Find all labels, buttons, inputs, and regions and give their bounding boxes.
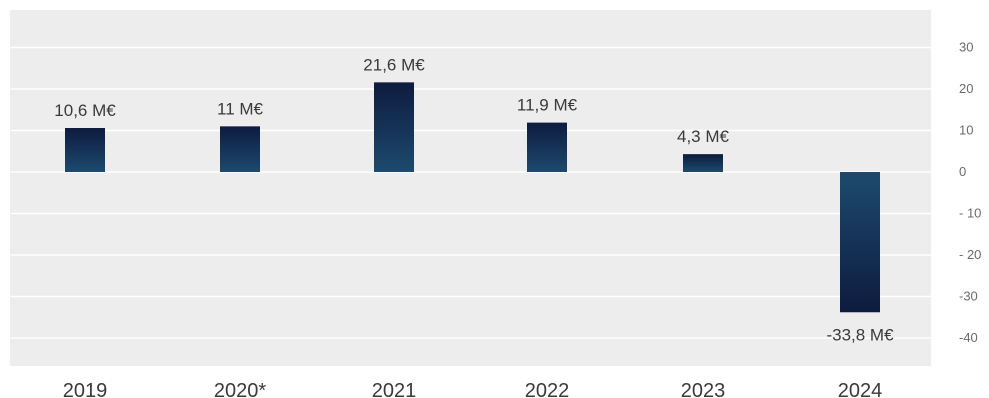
x-category-label: 2022 (525, 380, 570, 398)
y-tick-label: - 10 (959, 206, 981, 221)
y-tick-label: 0 (959, 164, 966, 179)
data-label: 11,9 M€ (517, 96, 578, 115)
bar-2019 (65, 128, 105, 172)
x-axis-categories: 2019 2020* 2021 2022 2023 2024 (63, 380, 883, 398)
bars (65, 82, 880, 313)
data-label: 10,6 M€ (54, 101, 116, 120)
bar-2022 (527, 122, 567, 172)
y-tick-label: -40 (959, 330, 978, 345)
x-category-label: 2020* (214, 380, 266, 398)
x-category-label: 2024 (838, 380, 883, 398)
data-label: 21,6 M€ (363, 55, 425, 74)
y-tick-label: - 20 (959, 247, 981, 262)
data-label: 4,3 M€ (677, 127, 730, 146)
data-labels: 10,6 M€ 11 M€ 21,6 M€ 11,9 M€ 4,3 M€ -33,8 M€ (54, 55, 894, 344)
plot-background (10, 10, 931, 366)
data-label: 11 M€ (217, 99, 264, 118)
data-label: -33,8 M€ (826, 325, 894, 344)
y-tick-label: 30 (959, 40, 973, 55)
x-category-label: 2019 (63, 380, 108, 398)
y-tick-label: -30 (959, 289, 978, 304)
bar-2020* (220, 126, 260, 172)
y-axis-ticks: 30 20 10 0 - 10 - 20 -30 -40 (959, 40, 981, 346)
y-tick-label: 20 (959, 81, 973, 96)
y-tick-label: 10 (959, 123, 973, 138)
bar-2023 (683, 154, 723, 172)
x-category-label: 2021 (372, 380, 417, 398)
gridlines (10, 46, 931, 339)
x-category-label: 2023 (681, 380, 726, 398)
bar-2024 (840, 172, 880, 313)
bar-2021 (374, 82, 414, 172)
